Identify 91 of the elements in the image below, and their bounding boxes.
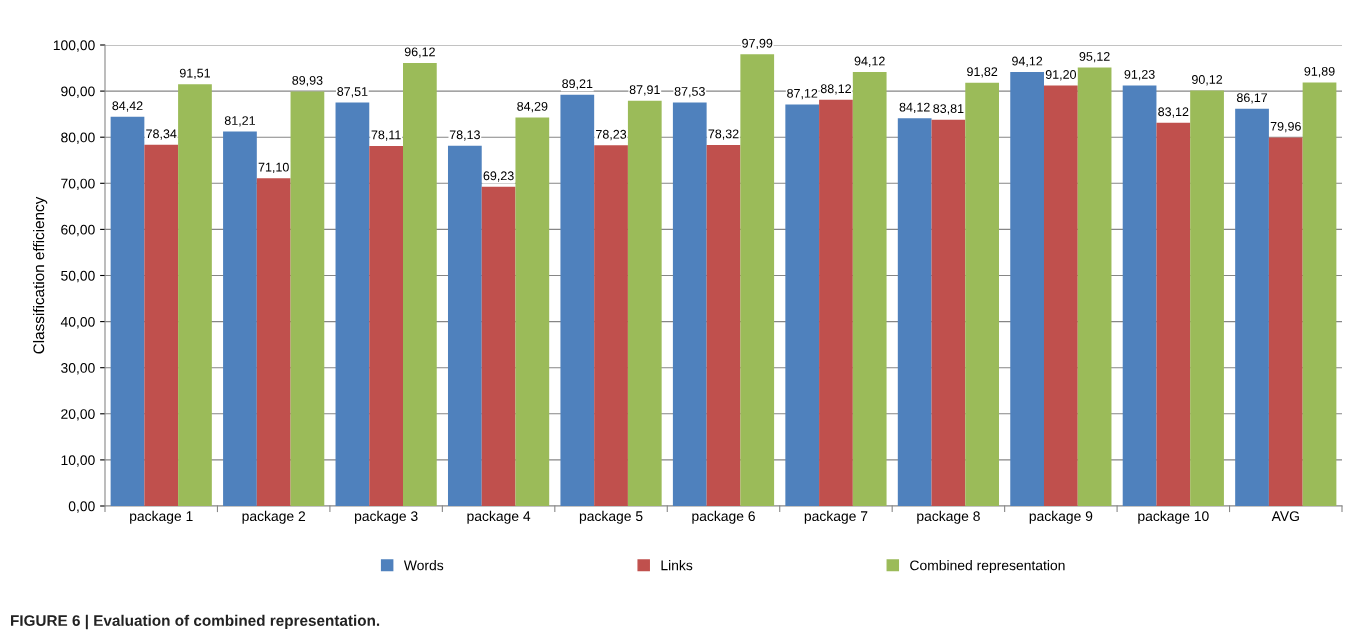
- bar: [256, 178, 291, 506]
- data-label: 87,12: [787, 88, 818, 100]
- bar: [627, 100, 662, 506]
- bar: [785, 104, 820, 506]
- x-tick-label: package 1: [130, 510, 193, 524]
- data-label: 78,32: [708, 129, 739, 140]
- data-label: 78,34: [146, 129, 177, 140]
- x-tick-label: package 9: [1029, 510, 1093, 524]
- data-label: 97,99: [742, 38, 773, 50]
- data-label: 83,81: [933, 104, 964, 115]
- data-label: 84,42: [112, 101, 143, 112]
- data-label: 95,12: [1079, 52, 1110, 63]
- bar: [1122, 85, 1157, 506]
- x-tick-label: package 2: [242, 510, 306, 524]
- bar: [1190, 90, 1224, 506]
- bar: [369, 145, 403, 506]
- x-tick-label: package 6: [692, 510, 755, 524]
- data-label: 78,23: [596, 129, 627, 141]
- y-tick-label: 50,00: [61, 270, 95, 283]
- data-label: 87,51: [337, 87, 368, 98]
- bar: [290, 91, 325, 506]
- y-tick-label: 20,00: [61, 409, 95, 421]
- data-label: 81,21: [224, 116, 255, 127]
- data-label: 91,20: [1045, 70, 1077, 81]
- data-label: 84,12: [899, 102, 930, 114]
- data-label: 90,12: [1192, 75, 1223, 86]
- data-label: 87,91: [629, 85, 660, 96]
- bar: [1156, 122, 1191, 506]
- bar: [1044, 85, 1078, 506]
- data-label: 69,23: [483, 171, 514, 182]
- data-label: 88,12: [820, 84, 851, 95]
- y-tick-label: 60,00: [61, 224, 95, 237]
- x-tick-label: package 5: [579, 510, 643, 524]
- data-label: 78,11: [371, 130, 401, 141]
- x-tick-label: package 4: [467, 510, 531, 524]
- y-tick-label: 40,00: [60, 316, 95, 329]
- x-tick-label: package 7: [804, 510, 868, 524]
- y-axis-title: Classification efficiency: [33, 196, 48, 354]
- bar: [594, 145, 628, 506]
- legend-label: Combined representation: [910, 560, 1065, 574]
- bar: [852, 72, 887, 506]
- bar: [965, 82, 1000, 506]
- data-label: 91,51: [179, 68, 210, 79]
- bar: [1077, 67, 1112, 506]
- x-tick-label: package 8: [917, 510, 980, 524]
- legend-label: Words: [403, 560, 444, 571]
- x-tick-label: package 10: [1138, 510, 1209, 524]
- bar: [931, 119, 966, 506]
- y-tick-label: 90,00: [61, 86, 95, 98]
- data-label: 94,12: [854, 56, 885, 67]
- data-label: 96,12: [404, 47, 435, 58]
- y-tick-label: 10,00: [61, 455, 95, 467]
- data-label: 84,29: [517, 101, 548, 113]
- legend-label: Links: [661, 560, 693, 571]
- data-label: 91,23: [1124, 69, 1155, 81]
- caption: FIGURE 6 | Evaluation of combined representation.: [11, 614, 380, 630]
- data-label: 94,12: [1012, 56, 1043, 67]
- y-tick-label: 30,00: [61, 363, 95, 375]
- bar: [897, 118, 932, 506]
- bar: [223, 131, 257, 506]
- bar: [740, 54, 775, 506]
- y-tick-label: 100,00: [53, 40, 95, 52]
- bar: [1302, 82, 1337, 506]
- bar: [403, 62, 437, 506]
- y-tick-label: 80,00: [61, 132, 95, 145]
- data-label: 78,13: [449, 130, 480, 141]
- data-label: 86,17: [1236, 93, 1268, 104]
- data-label: 91,82: [967, 67, 998, 78]
- bar: [178, 84, 212, 506]
- bar: [672, 102, 707, 506]
- bar: [144, 144, 179, 506]
- bar: [447, 145, 482, 506]
- x-tick-label: AVG: [1271, 511, 1299, 522]
- bar: [515, 117, 550, 506]
- bar: [110, 116, 145, 506]
- data-label: 83,12: [1158, 107, 1189, 118]
- data-label: 89,93: [292, 75, 323, 87]
- bar: [706, 144, 741, 506]
- bar: [1010, 72, 1044, 506]
- data-label: 91,89: [1304, 66, 1335, 78]
- y-tick-label: 70,00: [61, 178, 95, 191]
- data-label: 79,96: [1270, 121, 1301, 133]
- x-tick-label: package 3: [354, 510, 418, 524]
- data-label: 89,21: [562, 79, 593, 90]
- data-label: 71,10: [258, 162, 289, 174]
- bar: [335, 102, 370, 506]
- bar: [1268, 137, 1303, 506]
- y-tick-label: 0,00: [68, 501, 95, 513]
- bar: [819, 99, 853, 506]
- data-label: 87,53: [674, 87, 705, 98]
- bar: [1235, 108, 1269, 506]
